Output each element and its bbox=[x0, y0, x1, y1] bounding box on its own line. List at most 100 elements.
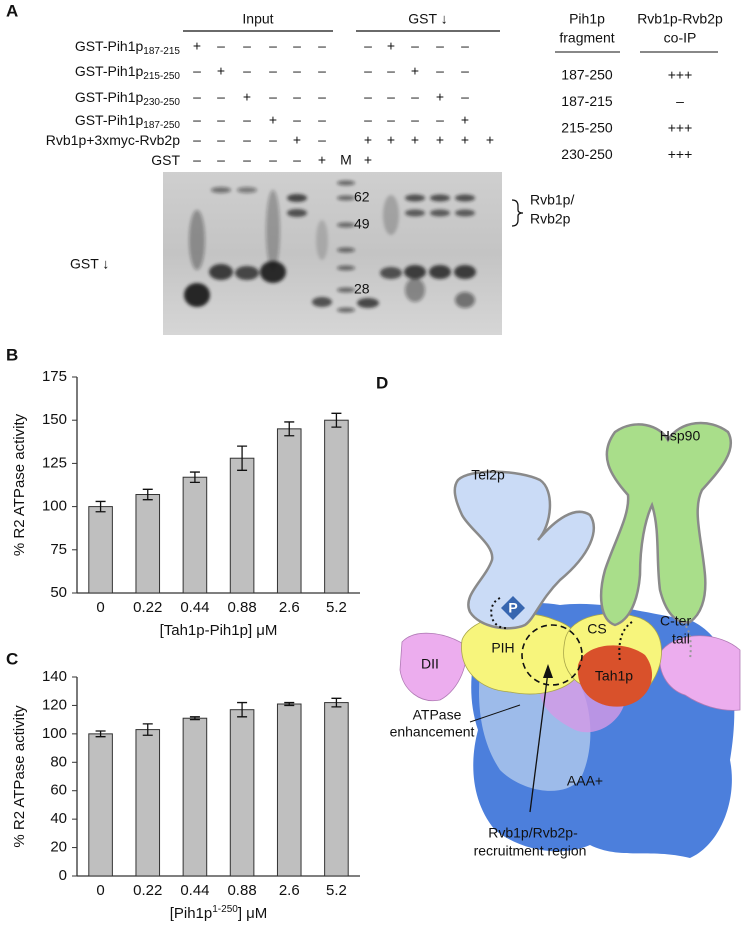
gst-label: GST ↓ bbox=[70, 256, 109, 272]
lane-sign: – bbox=[269, 152, 277, 168]
input-header: Input bbox=[242, 11, 273, 27]
gel-band bbox=[337, 307, 355, 313]
error-bar bbox=[142, 488, 153, 501]
x-tick-label: 5.2 bbox=[326, 599, 347, 616]
diagram-label: Hsp90 bbox=[660, 428, 701, 444]
table-header: Rvb1p-Rvb2p bbox=[637, 11, 723, 27]
row-name: GST-Pih1p bbox=[75, 38, 144, 54]
bar bbox=[324, 419, 349, 594]
lane-sign: + bbox=[269, 112, 277, 128]
gel bbox=[163, 172, 502, 335]
dashed-circle bbox=[521, 624, 583, 686]
lane-sign: – bbox=[217, 112, 225, 128]
hsp90 bbox=[599, 421, 733, 627]
table-cell: +++ bbox=[668, 146, 693, 162]
dotted-link bbox=[618, 621, 633, 663]
gel-band bbox=[260, 261, 286, 283]
bar bbox=[276, 703, 302, 877]
diagram-label: ATPase bbox=[413, 707, 462, 723]
gel-band bbox=[316, 220, 328, 260]
diagram-label: DII bbox=[421, 656, 439, 672]
bar bbox=[276, 428, 302, 594]
table-cell: +++ bbox=[668, 120, 693, 136]
gel-band bbox=[405, 209, 425, 217]
gel-band bbox=[404, 265, 426, 279]
lane-sign: + bbox=[461, 112, 469, 128]
bar bbox=[229, 709, 255, 877]
lane-sign: – bbox=[318, 112, 326, 128]
y-tick-label: 75 bbox=[50, 541, 67, 558]
error-bar bbox=[284, 701, 295, 707]
gel-band bbox=[405, 278, 425, 302]
lane-sign: – bbox=[364, 63, 372, 79]
error-bar bbox=[142, 723, 153, 736]
lane-sign: – bbox=[318, 132, 326, 148]
lane-sign: – bbox=[411, 38, 419, 54]
diagram-label: C-ter bbox=[660, 613, 691, 629]
error-bar bbox=[284, 421, 295, 437]
gel-band bbox=[209, 264, 233, 280]
x-axis-title-part: 1-250 bbox=[212, 904, 238, 915]
y-axis-title: % R2 ATPase activity bbox=[11, 413, 28, 556]
lane-sign: – bbox=[243, 38, 251, 54]
row-label: GST-Pih1p230-250 bbox=[75, 89, 181, 108]
lane-sign: – bbox=[387, 89, 395, 105]
table-cell: 187-215 bbox=[561, 93, 613, 109]
x-tick-label: 0.88 bbox=[227, 599, 256, 616]
dii-right bbox=[659, 635, 741, 711]
lane-sign: – bbox=[243, 63, 251, 79]
x-axis-title: [Tah1p-Pih1p] μM bbox=[160, 622, 278, 639]
marker-label: 62 bbox=[354, 189, 370, 205]
x-tick-label: 0.88 bbox=[227, 882, 256, 899]
x-axis-title-part: [Pih1p bbox=[170, 905, 213, 922]
lane-sign: – bbox=[217, 152, 225, 168]
row-name: GST bbox=[151, 152, 180, 168]
gel-band bbox=[455, 292, 475, 308]
lane-sign: – bbox=[243, 112, 251, 128]
table-cell: 187-250 bbox=[561, 67, 613, 83]
diagram-label: Rvb1p/Rvb2p- bbox=[488, 825, 578, 841]
gel-band bbox=[235, 266, 259, 280]
lane-sign: – bbox=[293, 63, 301, 79]
diagram-label: P bbox=[508, 600, 517, 616]
error-bar bbox=[95, 500, 106, 513]
y-axis-title: % R2 ATPase activity bbox=[11, 705, 28, 848]
y-tick-label: 120 bbox=[42, 696, 67, 713]
lane-sign: + bbox=[486, 132, 494, 148]
gel-band bbox=[430, 194, 450, 202]
y-tick-label: 100 bbox=[42, 498, 67, 515]
table-cell: 230-250 bbox=[561, 146, 613, 162]
gel-band bbox=[380, 267, 402, 279]
lane-sign: + bbox=[461, 132, 469, 148]
row-label: GST-Pih1p215-250 bbox=[75, 63, 181, 82]
error-bar bbox=[237, 445, 248, 471]
panel-label: B bbox=[6, 345, 18, 364]
dotted-link bbox=[682, 621, 692, 661]
lane-sign: – bbox=[318, 63, 326, 79]
bar bbox=[135, 729, 161, 877]
lane-sign: – bbox=[243, 152, 251, 168]
row-label: Rvb1p+3xmyc-Rvb2p bbox=[46, 132, 180, 148]
bar bbox=[229, 457, 255, 594]
gel-band bbox=[312, 297, 332, 307]
table-cell: – bbox=[676, 93, 684, 109]
marker-label: 49 bbox=[354, 216, 370, 232]
gel-band bbox=[287, 194, 307, 202]
gel-bands bbox=[184, 180, 476, 313]
lane-sign: + bbox=[436, 132, 444, 148]
lane-sign: + bbox=[318, 152, 326, 168]
y-tick-label: 80 bbox=[50, 753, 67, 770]
dotted-link bbox=[490, 597, 509, 630]
lane-sign: – bbox=[411, 89, 419, 105]
lane-sign: – bbox=[293, 38, 301, 54]
pulldown-header: GST ↓ bbox=[408, 11, 447, 27]
gel-band bbox=[337, 265, 355, 271]
error-bar bbox=[189, 716, 200, 721]
diagram-label: enhancement bbox=[390, 724, 475, 740]
bar bbox=[182, 717, 208, 877]
y-tick-label: 125 bbox=[42, 454, 67, 471]
diagram bbox=[399, 421, 741, 858]
lane-sign: – bbox=[364, 38, 372, 54]
gel-band bbox=[337, 222, 355, 228]
lane-sign: + bbox=[193, 38, 201, 54]
